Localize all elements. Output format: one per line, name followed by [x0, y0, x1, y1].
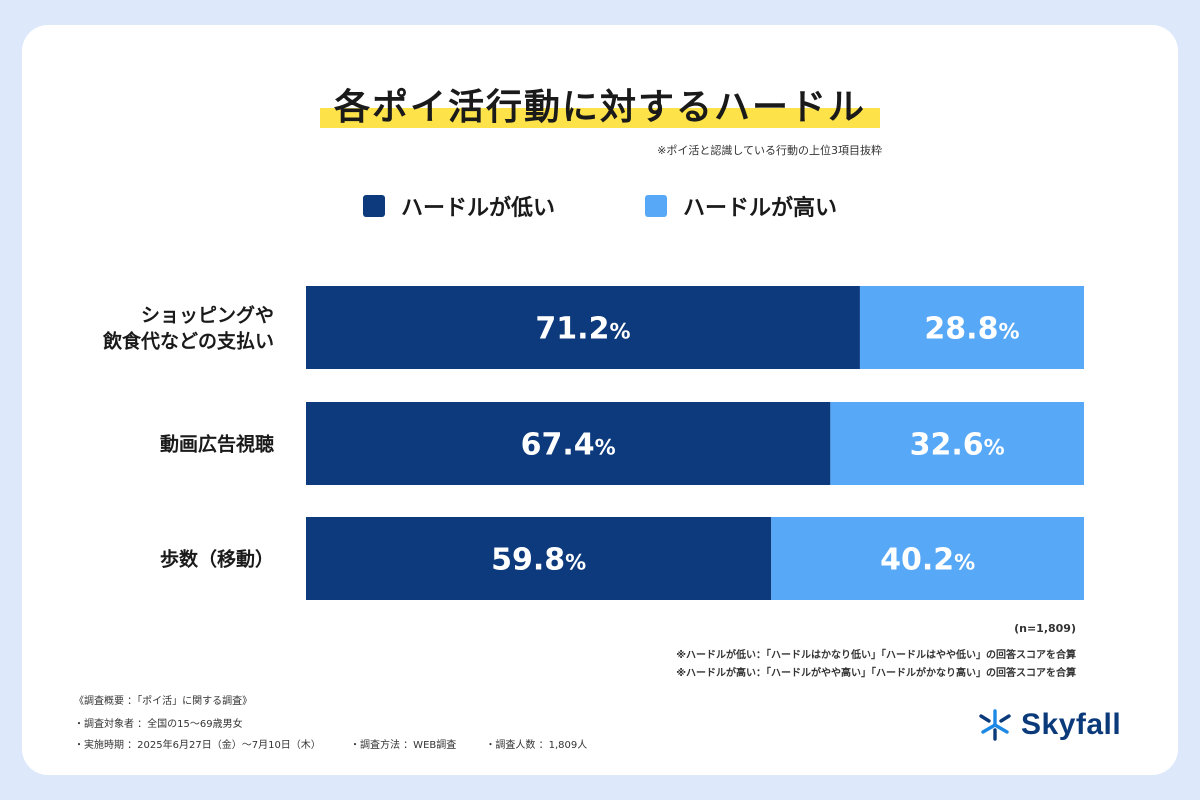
survey-method: ・調査方法 ：WEB調査: [350, 740, 457, 751]
data-label: 59.8%: [491, 543, 586, 578]
note-high: ※ハードルが高い：「ハードルがやや高い」「ハードルがかなり高い」の回答スコアを合…: [676, 668, 1076, 679]
bar-segment: [771, 517, 1084, 600]
note-low: ※ハードルが低い：「ハードルはかなり低い」「ハードルはやや低い」の回答スコアを合…: [676, 650, 1076, 661]
data-label: 67.4%: [521, 428, 616, 463]
card-background: [22, 25, 1178, 775]
legend-item-low: ハードルが低い: [362, 190, 555, 222]
chart-title: 各ポイ活行動に対するハードル: [319, 78, 880, 130]
bar-segment: [306, 402, 831, 485]
data-label: 28.8%: [924, 312, 1019, 347]
legend-label-high: ハードルが高い: [683, 196, 838, 221]
data-label: 40.2%: [880, 543, 975, 578]
category-label: 歩数（移動）: [160, 548, 274, 571]
chart-subtitle: ※ポイ活と認識している行動の上位3項目抜粋: [657, 144, 882, 157]
legend: ハードルが低い ハードルが高い: [0, 190, 1200, 222]
sample-size: (n=1,809): [1014, 622, 1076, 635]
data-label: 71.2%: [535, 312, 630, 347]
title-wrap: 各ポイ活行動に対するハードル: [0, 78, 1200, 130]
legend-swatch-high: [645, 195, 667, 217]
bar-segment: [859, 286, 1084, 369]
survey-period: ・実施時期 ：2025年6月27日（金）〜7月10日（木）: [74, 740, 321, 751]
survey-details: ・実施時期 ：2025年6月27日（金）〜7月10日（木） ・調査方法 ：WEB…: [74, 736, 613, 751]
legend-item-high: ハードルが高い: [645, 190, 837, 222]
bar-segment: [306, 286, 860, 369]
survey-target: ・調査対象者 ：全国の15〜69歳男女: [74, 719, 243, 730]
bar-segment: [306, 517, 772, 600]
data-label: 32.6%: [910, 428, 1005, 463]
survey-heading: 《調査概要 ：「ポイ活」に関する調査》: [74, 696, 253, 707]
legend-swatch-low: [362, 195, 385, 217]
logo-text: Skyfall: [1021, 708, 1122, 741]
category-label: 動画広告視聴: [160, 433, 274, 456]
skyfall-logo-icon: [979, 709, 1011, 741]
category-label: ショッピングや飲食代などの支払い: [102, 304, 274, 353]
survey-count: ・調査人数 ：1,809人: [485, 740, 588, 751]
skyfall-logo: Skyfall: [975, 708, 1121, 742]
legend-label-low: ハードルが低い: [400, 196, 555, 221]
bar-segment: [830, 402, 1084, 485]
